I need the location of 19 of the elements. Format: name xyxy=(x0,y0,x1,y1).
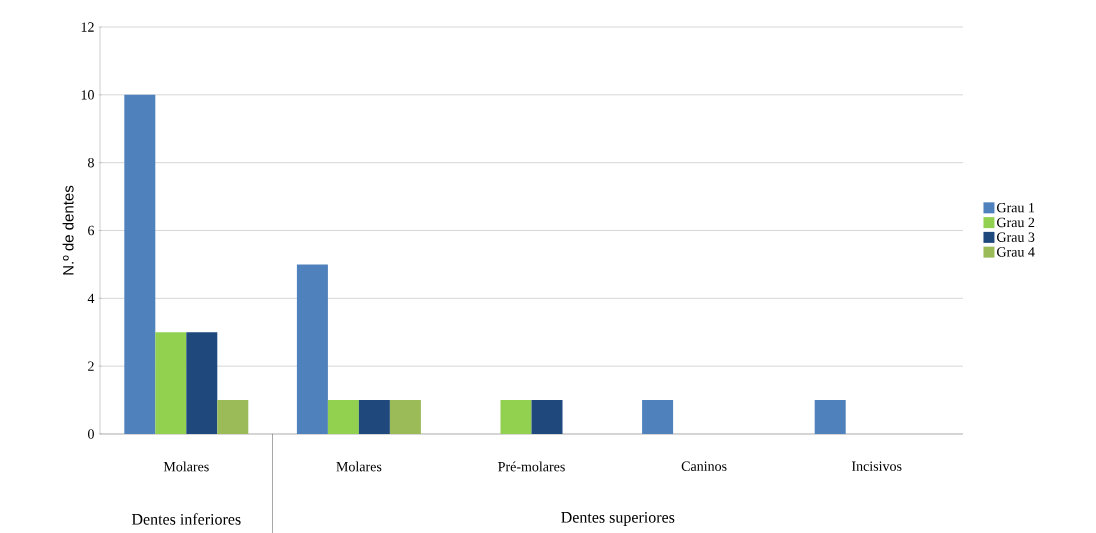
x-tick-label: Molares xyxy=(163,461,209,472)
x-tick-label: Caninos xyxy=(681,461,727,471)
y-axis-title: N.º de dentes xyxy=(62,185,74,275)
y-tick-label: 2 xyxy=(88,361,94,371)
x-tick-label: Molares xyxy=(336,461,382,472)
y-tick-label: 8 xyxy=(88,157,94,168)
legend-label: Grau 3 xyxy=(997,232,1035,242)
x-tick-label: Incisivos xyxy=(851,461,902,471)
text: Dentes inferiores xyxy=(131,513,241,525)
legend-label: Grau 1 xyxy=(997,202,1035,213)
legend-label: Grau 4 xyxy=(997,247,1035,257)
x-tick-label: Pré-molares xyxy=(498,461,565,472)
y-tick-label: 0 xyxy=(88,429,94,439)
y-tick-label: 10 xyxy=(81,90,94,100)
y-tick-label: 12 xyxy=(81,22,94,32)
legend-label: Grau 2 xyxy=(997,217,1035,228)
text: Dentes superiores xyxy=(561,511,675,526)
y-tick-label: 6 xyxy=(88,225,95,236)
y-tick-label: 4 xyxy=(87,293,95,303)
